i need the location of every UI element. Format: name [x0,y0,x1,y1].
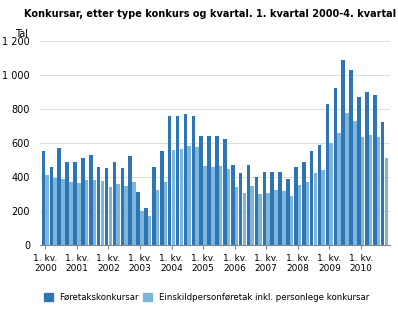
Bar [69,182,72,245]
Bar [207,136,211,245]
Bar [255,177,258,245]
Bar [318,144,321,245]
Bar [365,92,369,245]
Bar [290,196,293,245]
Bar [306,182,309,245]
Bar [314,173,317,245]
Bar [116,184,120,245]
Bar [271,172,274,245]
Bar [65,162,69,245]
Bar [57,148,61,245]
Bar [172,150,175,245]
Bar [263,172,266,245]
Bar [199,136,203,245]
Bar [124,186,128,245]
Bar [361,138,365,245]
Bar [144,208,148,245]
Bar [109,187,112,245]
Bar [93,180,96,245]
Bar [326,104,329,245]
Bar [215,136,219,245]
Bar [243,192,246,245]
Bar [203,166,207,245]
Bar [184,114,187,245]
Bar [121,168,124,245]
Bar [239,173,242,245]
Bar [81,158,85,245]
Bar [345,113,349,245]
Bar [53,178,57,245]
Bar [219,166,222,245]
Bar [129,156,132,245]
Bar [179,149,183,245]
Bar [77,183,80,245]
Bar [227,169,230,245]
Bar [341,60,345,245]
Bar [294,167,298,245]
Bar [89,155,93,245]
Bar [247,165,250,245]
Bar [156,191,159,245]
Bar [353,121,357,245]
Bar [274,190,278,245]
Bar [278,172,282,245]
Bar [137,192,140,245]
Bar [105,168,108,245]
Bar [73,162,77,245]
Bar [384,158,388,245]
Bar [334,89,337,245]
Bar [330,143,333,245]
Bar [50,167,53,245]
Bar [377,137,380,245]
Bar [140,211,144,245]
Bar [223,139,227,245]
Bar [195,147,199,245]
Bar [286,179,290,245]
Bar [349,70,353,245]
Bar [168,116,172,245]
Bar [45,175,49,245]
Bar [176,116,179,245]
Bar [187,146,191,245]
Bar [148,216,152,245]
Bar [211,167,215,245]
Bar [152,167,156,245]
Bar [381,122,384,245]
Bar [160,151,164,245]
Bar [97,167,100,245]
Bar [164,182,167,245]
Bar [250,186,254,245]
Bar [310,151,314,245]
Bar [337,133,341,245]
Bar [42,151,45,245]
Bar [266,192,270,245]
Bar [113,162,116,245]
Bar [231,165,234,245]
Bar [235,187,238,245]
Bar [258,194,262,245]
Text: Konkursar, etter type konkurs og kvartal. 1. kvartal 2000-4. kvartal 2010: Konkursar, etter type konkurs og kvartal… [24,9,398,19]
Bar [282,191,286,245]
Bar [132,182,136,245]
Bar [357,97,361,245]
Bar [322,170,325,245]
Bar [298,185,301,245]
Bar [369,135,373,245]
Bar [302,162,306,245]
Legend: Føretakskonkursar, Einskildpersonføretak inkl. personlege konkursar: Føretakskonkursar, Einskildpersonføretak… [44,293,369,302]
Bar [373,95,377,245]
Bar [101,181,104,245]
Text: Tal: Tal [15,29,28,39]
Bar [85,180,88,245]
Bar [191,116,195,245]
Bar [61,179,65,245]
